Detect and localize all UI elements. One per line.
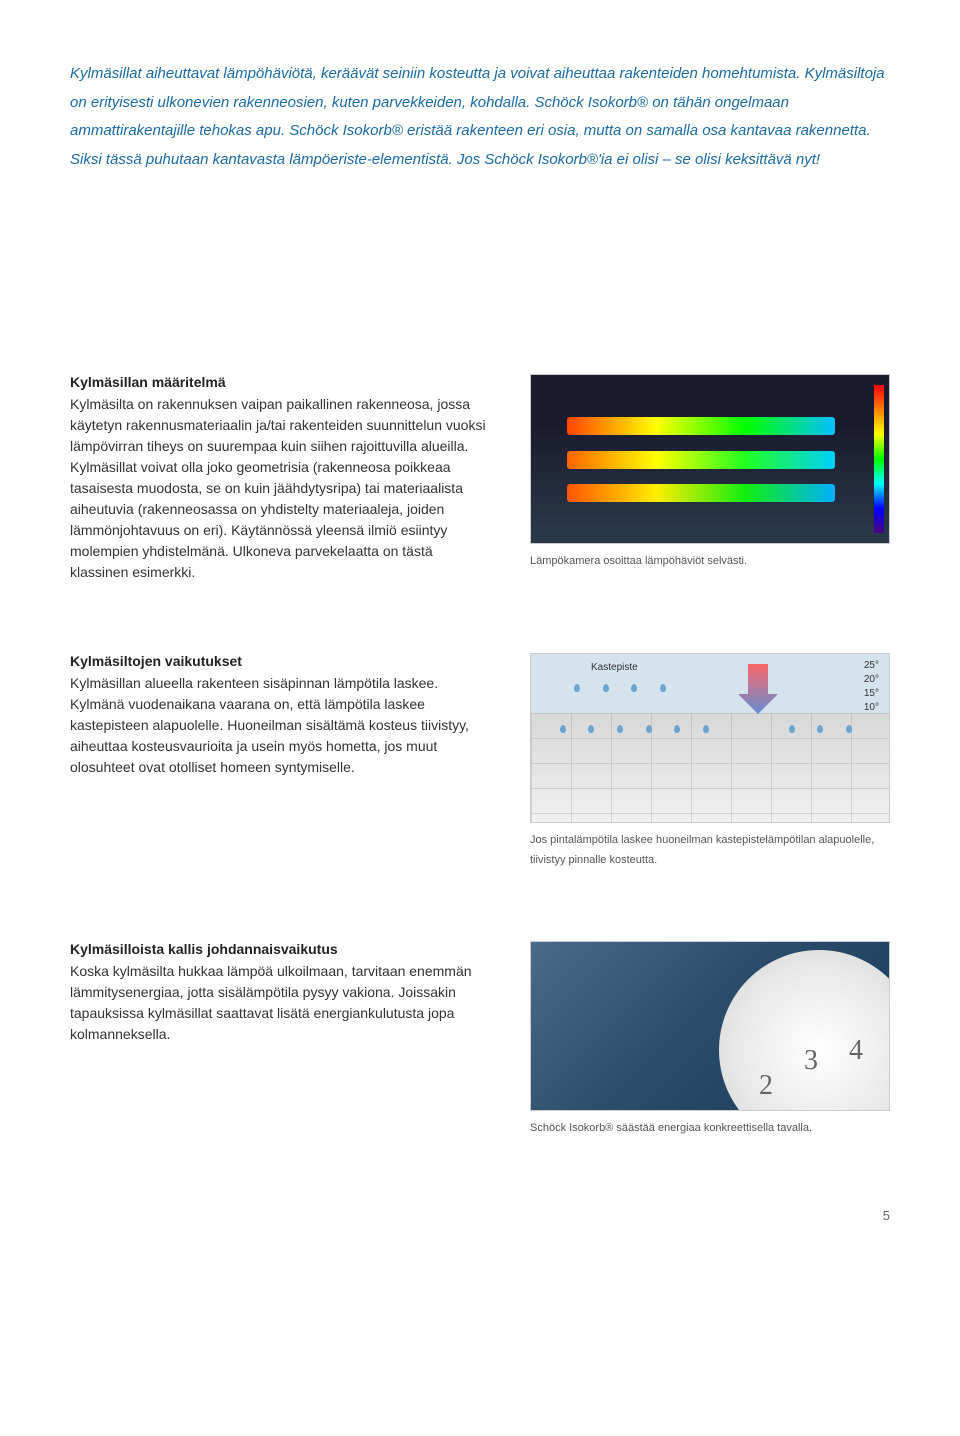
section-figure: Kastepiste 25°20°15°10° Jos pintalämpöti… bbox=[530, 653, 890, 871]
section-figure: Lämpökamera osoittaa lämpöhäviöt selväst… bbox=[530, 374, 890, 583]
droplet-icon bbox=[789, 725, 795, 733]
thermostat-dial-icon: 234 bbox=[719, 950, 890, 1111]
section-body: Koska kylmäsilta hukkaa lämpöä ulkoilmaa… bbox=[70, 961, 490, 1045]
section-title: Kylmäsilloista kallis johdannaisvaikutus bbox=[70, 941, 490, 957]
dewpoint-temps: 25°20°15°10° bbox=[864, 659, 879, 715]
dewpoint-arrow-icon bbox=[728, 659, 788, 719]
thermostat-number: 4 bbox=[849, 1035, 863, 1067]
thermostat-number: 3 bbox=[804, 1045, 818, 1077]
thermostat-number: 2 bbox=[759, 1070, 773, 1102]
temp-label: 10° bbox=[864, 701, 879, 715]
section-cost: Kylmäsilloista kallis johdannaisvaikutus… bbox=[70, 941, 890, 1139]
figure-caption: Schöck Isokorb® säästää energiaa konkree… bbox=[530, 1119, 890, 1139]
dew-wall bbox=[531, 654, 889, 713]
temp-label: 25° bbox=[864, 659, 879, 673]
section-text: Kylmäsillan määritelmä Kylmäsilta on rak… bbox=[70, 374, 490, 583]
droplet-icon bbox=[603, 684, 609, 692]
section-body: Kylmäsillan alueella rakenteen sisäpinna… bbox=[70, 673, 490, 778]
thermal-scale-icon bbox=[874, 385, 884, 533]
page-number: 5 bbox=[70, 1208, 890, 1223]
intro-paragraph: Kylmäsillat aiheuttavat lämpöhäviötä, ke… bbox=[70, 60, 890, 174]
droplet-icon bbox=[660, 684, 666, 692]
droplet-icon bbox=[846, 725, 852, 733]
section-body: Kylmäsilta on rakennuksen vaipan paikall… bbox=[70, 394, 490, 583]
thermal-image bbox=[530, 374, 890, 544]
droplet-icon bbox=[703, 725, 709, 733]
section-title: Kylmäsillan määritelmä bbox=[70, 374, 490, 390]
droplet-icon bbox=[560, 725, 566, 733]
thermostat-image: 234 bbox=[530, 941, 890, 1111]
figure-caption: Lämpökamera osoittaa lämpöhäviöt selväst… bbox=[530, 552, 890, 572]
thermal-band bbox=[567, 451, 836, 469]
dew-floor bbox=[531, 713, 889, 822]
dewpoint-image: Kastepiste 25°20°15°10° bbox=[530, 653, 890, 823]
droplet-icon bbox=[574, 684, 580, 692]
droplet-icon bbox=[674, 725, 680, 733]
droplet-icon bbox=[646, 725, 652, 733]
thermal-band bbox=[567, 417, 836, 435]
section-definition: Kylmäsillan määritelmä Kylmäsilta on rak… bbox=[70, 374, 890, 583]
section-effects: Kylmäsiltojen vaikutukset Kylmäsillan al… bbox=[70, 653, 890, 871]
section-figure: 234 Schöck Isokorb® säästää energiaa kon… bbox=[530, 941, 890, 1139]
section-text: Kylmäsilloista kallis johdannaisvaikutus… bbox=[70, 941, 490, 1139]
section-text: Kylmäsiltojen vaikutukset Kylmäsillan al… bbox=[70, 653, 490, 871]
droplet-icon bbox=[617, 725, 623, 733]
temp-label: 20° bbox=[864, 673, 879, 687]
dewpoint-label: Kastepiste bbox=[591, 662, 638, 673]
thermal-band bbox=[567, 484, 836, 502]
section-title: Kylmäsiltojen vaikutukset bbox=[70, 653, 490, 669]
figure-caption: Jos pintalämpötila laskee huoneilman kas… bbox=[530, 831, 890, 871]
temp-label: 15° bbox=[864, 687, 879, 701]
